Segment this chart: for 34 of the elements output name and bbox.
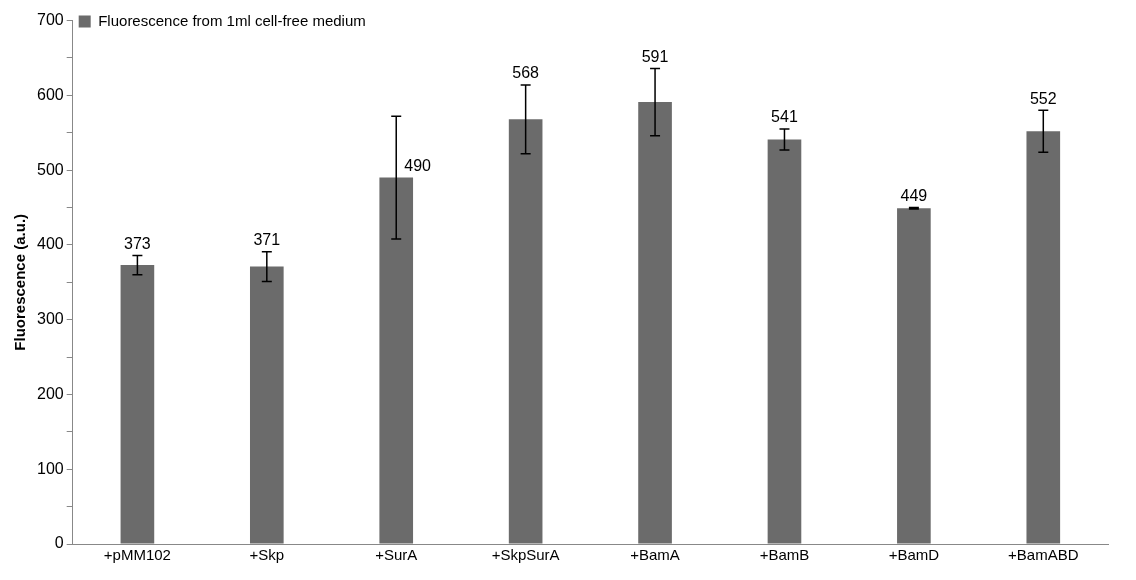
y-tick-label: 400 <box>36 235 64 253</box>
x-tick-label: +SkpSurA <box>491 546 560 564</box>
x-tick-label: +BamA <box>630 546 680 564</box>
bar <box>1026 131 1061 544</box>
y-tick-label: 100 <box>36 459 64 477</box>
y-tick-label: 0 <box>54 534 64 552</box>
data-label: 373 <box>124 234 151 252</box>
y-tick-label: 200 <box>36 384 64 402</box>
x-tick-label: +BamABD <box>1008 546 1079 564</box>
x-tick-label: +BamB <box>759 546 810 564</box>
data-label: 591 <box>641 47 669 65</box>
legend-label: Fluorescence from 1ml cell-free medium <box>98 11 366 29</box>
bar <box>508 119 543 544</box>
data-label: 552 <box>1029 89 1057 107</box>
y-tick-label: 600 <box>36 85 64 103</box>
bar <box>638 102 672 544</box>
bar <box>120 265 155 544</box>
y-tick-label: 500 <box>36 160 64 178</box>
data-label: 490 <box>404 157 432 175</box>
bar <box>897 208 931 544</box>
y-tick-label: 300 <box>36 310 64 328</box>
data-label: 371 <box>253 231 281 249</box>
bar <box>379 177 414 544</box>
y-tick-label: 700 <box>36 11 64 29</box>
data-label: 541 <box>771 108 798 126</box>
x-tick-label: +SurA <box>375 546 418 564</box>
x-tick-label: +BamD <box>888 546 940 564</box>
x-tick-label: +pMM102 <box>103 546 171 564</box>
bar <box>249 266 284 544</box>
data-label: 449 <box>900 186 928 204</box>
x-tick-label: +Skp <box>249 546 285 564</box>
y-axis-title: Fluorescence (a.u.) <box>11 213 29 351</box>
data-label: 568 <box>512 64 540 82</box>
bar <box>767 139 802 544</box>
